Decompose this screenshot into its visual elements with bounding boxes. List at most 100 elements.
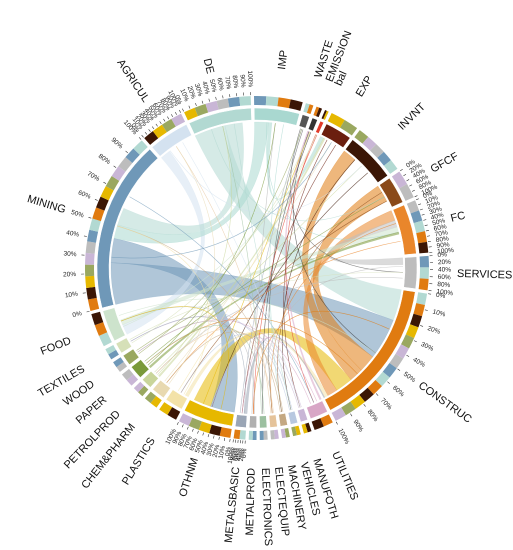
- sector-arc-waste[interactable]: [298, 114, 310, 129]
- bar-segment-metalprod-0: [252, 430, 257, 440]
- sector-arc-othnm[interactable]: [184, 399, 235, 427]
- sector-arc-machinery[interactable]: [278, 412, 288, 427]
- tick-label-construc-10: 100%: [337, 427, 351, 445]
- bar-segment-bal-1: [323, 110, 329, 120]
- sector-arc-plastics[interactable]: [165, 389, 188, 410]
- tick-mark-construc-7: [375, 393, 379, 396]
- bar-segment-agricul-1: [152, 124, 167, 139]
- sector-arc-wood[interactable]: [122, 348, 140, 365]
- bar-segment-food-2: [91, 311, 104, 326]
- bar-segment-electronics-0: [263, 430, 268, 440]
- tick-mark-mining-7: [103, 181, 107, 184]
- bar-segment-services-0: [419, 255, 429, 268]
- bar-segment-electequip-1: [270, 430, 275, 440]
- sector-arc-manufoth[interactable]: [297, 408, 309, 423]
- ribbon-mining-to-othnm: [110, 238, 238, 413]
- sector-arc-mining[interactable]: [96, 148, 159, 309]
- thin-chord-textiles-1: [129, 271, 403, 340]
- sector-arc-chem-pharm[interactable]: [152, 379, 171, 399]
- sector-arc-food[interactable]: [102, 307, 126, 342]
- tick-mark-gfcf-0: [400, 168, 403, 172]
- tick-label-mining-0: 0%: [72, 310, 83, 319]
- sector-arc-vehicles[interactable]: [287, 410, 299, 425]
- tick-label-de-9: 90%: [238, 74, 246, 88]
- sector-arc-gfcf[interactable]: [379, 177, 404, 208]
- tick-label-de-3: 30%: [193, 83, 204, 98]
- sector-label-gfcf: GFCF: [429, 150, 461, 175]
- tick-label-services-2: 20%: [438, 259, 451, 266]
- ribbon-utilities-to-emission: [284, 130, 322, 401]
- sector-label-metalsbasic: METALSBASIC: [223, 466, 243, 543]
- tick-label-mining-4: 40%: [66, 229, 80, 238]
- tick-label-mining-1: 10%: [65, 291, 79, 300]
- sector-arc-fc[interactable]: [392, 204, 417, 256]
- tick-label-mining-8: 80%: [97, 153, 112, 166]
- tick-mark-agricul-4: [155, 123, 158, 127]
- bar-segment-mining-4: [85, 252, 95, 265]
- sector-arc-metalprod[interactable]: [248, 415, 257, 429]
- thin-chord-services-1: [155, 277, 403, 374]
- sector-arc-exp[interactable]: [320, 123, 351, 148]
- bar-segment-mining-1: [86, 286, 97, 300]
- thin-chord-gfcf-1: [180, 200, 387, 393]
- bar-segment-de-4: [227, 96, 241, 108]
- bar-segment-mining-7: [89, 218, 101, 232]
- sector-label-services: SERVICES: [457, 268, 513, 282]
- sector-arc-electequip[interactable]: [268, 414, 278, 428]
- sector-arc-metalsbasic[interactable]: [234, 414, 248, 428]
- bar-segment-mining-13: [118, 157, 133, 172]
- bar-segment-vehicles-0: [294, 425, 301, 436]
- bar-segment-plastics-1: [159, 402, 173, 415]
- sector-arc-invnt[interactable]: [345, 139, 389, 183]
- sector-arc-petrolprod[interactable]: [142, 370, 159, 388]
- tick-mark-othnm-5: [202, 432, 204, 436]
- bar-segment-utilities-1: [311, 418, 324, 431]
- sector-arc-electronics[interactable]: [259, 415, 268, 429]
- tick-mark-othnm-8: [186, 426, 189, 430]
- sector-arc-agricul[interactable]: [151, 124, 193, 157]
- tick-label-metalsbasic-8: 80%: [230, 447, 239, 461]
- tick-mark-construc-1: [424, 309, 428, 311]
- bar-segment-vehicles-1: [291, 426, 297, 437]
- tick-mark-de-1: [188, 105, 191, 109]
- tick-mark-gfcf-10: [414, 195, 418, 198]
- bar-segment-petrolprod-1: [133, 381, 145, 393]
- tick-label-services-10: 100%: [436, 288, 454, 297]
- bar-segment-emission-1: [316, 107, 323, 118]
- sector-arc-bal[interactable]: [315, 120, 325, 134]
- bar-segment-bal-0: [321, 110, 327, 120]
- tick-mark-de-0: [182, 108, 184, 112]
- sector-label-bal: bal: [333, 69, 350, 87]
- bar-segment-construc-12: [341, 401, 356, 416]
- sector-arc-imp[interactable]: [253, 107, 300, 126]
- thin-chord-de-0: [211, 129, 385, 222]
- thin-chord-metalprod-1: [251, 123, 276, 414]
- tick-label-othnm-9: 90%: [171, 430, 183, 445]
- bar-segment-metalsbasic-0: [239, 430, 246, 440]
- sector-arc-de[interactable]: [188, 107, 252, 135]
- sector-arc-services[interactable]: [403, 256, 418, 290]
- sector-arc-emission[interactable]: [307, 117, 318, 132]
- bar-segment-plastics-0: [167, 407, 181, 420]
- tick-label-services-0: 0%: [437, 251, 447, 259]
- sector-arc-paper[interactable]: [130, 359, 150, 378]
- sector-arc-construc[interactable]: [324, 289, 416, 411]
- bar-segment-fc-0: [406, 200, 420, 214]
- thin-chord-imp-1: [269, 124, 284, 412]
- tick-mark-gfcf-4: [406, 179, 410, 182]
- tick-mark-construc-2: [420, 325, 424, 327]
- tick-label-mining-3: 30%: [63, 250, 77, 258]
- tick-label-services-8: 80%: [437, 281, 451, 289]
- sector-label-exp: EXP: [354, 74, 376, 99]
- bar-segment-de-0: [184, 107, 198, 121]
- bar-segment-invnt-4: [383, 160, 398, 174]
- thin-chord-food-1: [118, 298, 376, 354]
- bar-segment-construc-11: [350, 394, 365, 409]
- tick-label-metalsbasic-0: 0%: [241, 448, 249, 458]
- sector-arc-utilities[interactable]: [306, 400, 328, 420]
- bar-segment-food-1: [94, 322, 108, 336]
- sector-arc-textiles[interactable]: [115, 337, 132, 354]
- bar-segment-chem-pharm-0: [150, 396, 162, 408]
- thin-chord-agricul-1: [182, 142, 301, 408]
- sector-label-agricul: AGRICUL: [114, 57, 151, 104]
